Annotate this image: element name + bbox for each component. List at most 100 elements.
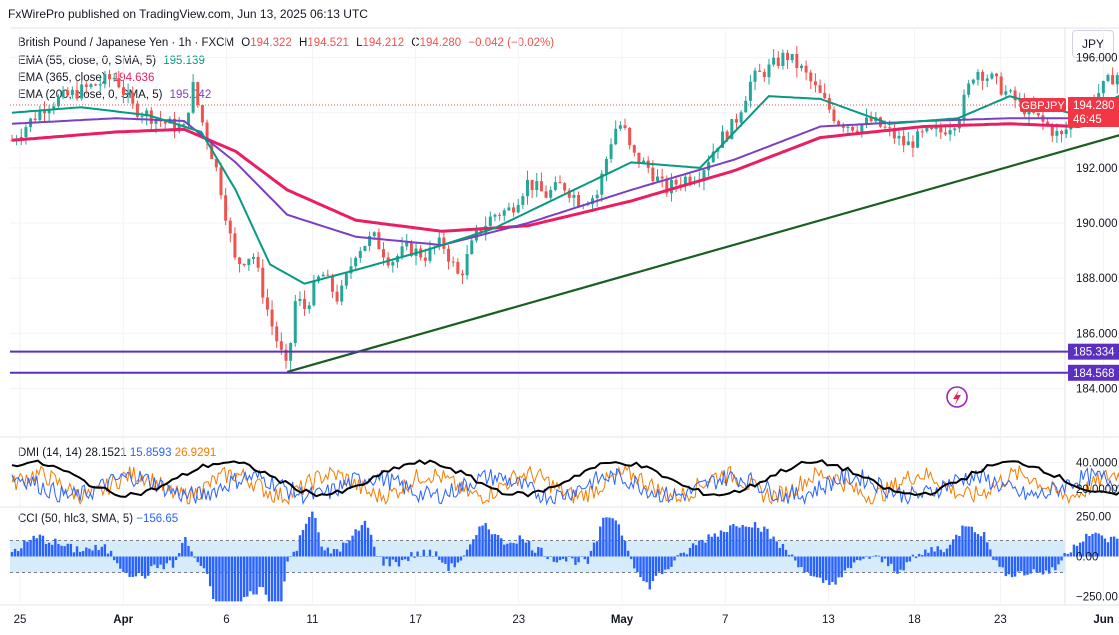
candle-body — [888, 127, 892, 129]
cci-bar — [540, 547, 543, 557]
cci-bar — [215, 556, 218, 602]
overlay-drawings — [10, 104, 1119, 374]
cci-bar — [927, 552, 930, 557]
cci-bar — [289, 556, 292, 557]
candle-body — [786, 52, 790, 61]
cci-bar — [88, 548, 91, 557]
ema365-label: EMA (365, close) — [18, 72, 106, 84]
candle-body — [344, 273, 348, 286]
open-label: O — [241, 37, 251, 49]
cci-bar — [611, 518, 614, 557]
candle-body — [224, 195, 228, 221]
cci-bar — [942, 552, 946, 557]
cci-bar — [592, 542, 596, 557]
candle-body — [47, 109, 51, 114]
candle-body — [303, 298, 307, 309]
main-grid — [10, 30, 1105, 603]
time-tick-label: 25 — [14, 614, 27, 626]
candle-body — [818, 85, 822, 93]
cci-bar — [419, 556, 422, 557]
cci-bar — [729, 525, 732, 557]
cci-bar — [620, 535, 624, 557]
cci-bar — [657, 556, 661, 572]
cci-bar — [444, 556, 447, 564]
cci-bar — [317, 532, 320, 557]
time-tick-label: 13 — [822, 614, 835, 626]
cci-bar — [416, 551, 419, 557]
candle-body — [781, 52, 785, 66]
cci-bar — [239, 556, 243, 602]
level-upper-tag: 185.334 — [1073, 347, 1115, 359]
cci-bar — [54, 538, 57, 557]
cci-bar — [280, 556, 283, 602]
cci-bar — [921, 554, 924, 557]
cci-bar — [509, 542, 512, 557]
cci-bar — [60, 545, 63, 557]
candles — [10, 45, 1119, 371]
cci-bar — [26, 541, 29, 557]
countdown-tag: 46:45 — [1073, 114, 1102, 126]
currency-button[interactable]: JPY — [1072, 30, 1114, 58]
cci-bar — [512, 543, 515, 557]
price-tags: GBPJPY 194.280 46:45 185.334 184.568 — [1020, 97, 1119, 381]
cci-bar — [595, 541, 599, 557]
cci-bar — [843, 556, 847, 571]
cci-bar — [806, 556, 809, 572]
cci-bar — [224, 556, 227, 602]
candle-body — [419, 248, 423, 258]
cci-bar — [63, 546, 66, 557]
candle-body — [447, 248, 451, 262]
candle-body — [256, 256, 260, 268]
candle-body — [981, 71, 985, 81]
cci-bar — [298, 535, 302, 557]
cci-bar — [131, 556, 134, 578]
time-tick-label: 11 — [306, 614, 318, 626]
cci-tick-label: −250.00 — [1076, 592, 1118, 604]
cci-bar — [518, 535, 521, 557]
cci-bar — [639, 556, 642, 578]
cci-bar — [763, 526, 766, 557]
price-tick-label: 184.000 — [1076, 383, 1118, 395]
cci-bar — [97, 550, 100, 557]
cci-bar — [818, 556, 822, 578]
cci-bar — [379, 556, 382, 557]
candle-body — [456, 261, 460, 274]
cci-bar — [106, 553, 110, 557]
cci-bar — [103, 544, 107, 557]
candle-body — [33, 118, 37, 121]
cci-bar — [493, 534, 497, 557]
price-tick-label: 190.000 — [1076, 218, 1118, 230]
candle-body — [186, 112, 190, 125]
candle-body — [976, 71, 980, 80]
cci-tick-label: 0.00 — [1076, 552, 1098, 564]
cci-bar — [1035, 556, 1038, 573]
cci-bar — [388, 556, 391, 567]
cci-bar — [82, 550, 85, 557]
cci-bar — [156, 556, 159, 569]
candle-body — [451, 261, 455, 263]
cci-bar — [434, 551, 438, 557]
candle-body — [813, 81, 817, 86]
candle-body — [758, 70, 762, 72]
candle-body — [1055, 130, 1059, 136]
cci-bar — [190, 551, 193, 557]
cci-bar — [1051, 556, 1054, 568]
cci-bar — [688, 547, 692, 557]
candle-body — [990, 73, 994, 79]
tradingview-logo-icon[interactable] — [946, 386, 968, 408]
cci-bar — [1044, 556, 1048, 571]
candle-body — [943, 132, 947, 135]
cci-bar — [193, 556, 196, 558]
candle-body — [284, 349, 288, 361]
cci-bar — [670, 556, 673, 567]
cci-bar — [91, 550, 94, 557]
candle-body — [507, 207, 511, 211]
cci-bar — [199, 556, 203, 566]
cci-bar — [837, 556, 840, 578]
cci-bar — [896, 556, 899, 574]
cci-bar — [772, 536, 775, 557]
candle-body — [539, 181, 543, 192]
cci-bar — [1100, 535, 1103, 557]
cci-bar — [32, 535, 35, 557]
